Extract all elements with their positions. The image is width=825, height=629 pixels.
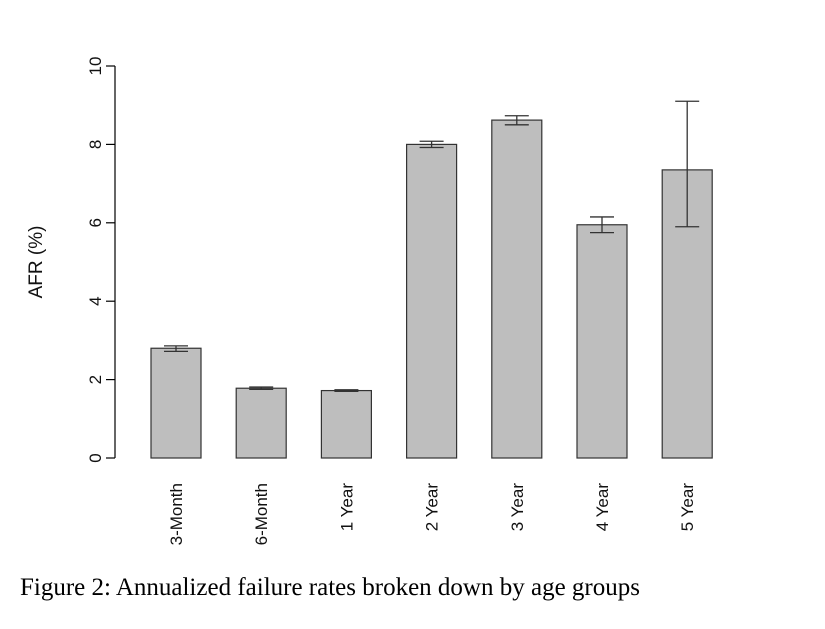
bar xyxy=(406,143,458,459)
y-tick-label: 8 xyxy=(86,140,105,149)
bars-group xyxy=(150,100,713,459)
x-category-label: 4 Year xyxy=(593,483,612,532)
bar xyxy=(320,389,372,459)
y-tick-label: 10 xyxy=(86,57,105,76)
y-tick-label: 0 xyxy=(86,453,105,462)
figure-caption: Figure 2: Annualized failure rates broke… xyxy=(20,574,640,601)
bar-chart: AFR (%) 0 2 4 6 8 10 3-Month 6-Month 1 Year 2 Ye… xyxy=(26,57,713,546)
x-category-label: 5 Year xyxy=(678,483,697,532)
x-category-label: 3-Month xyxy=(167,483,186,545)
y-axis: 0 2 4 6 8 10 xyxy=(86,57,116,463)
x-category-label: 1 Year xyxy=(337,483,356,532)
y-tick-label: 2 xyxy=(86,375,105,384)
y-tick-label: 6 xyxy=(86,218,105,227)
x-category-label: 6-Month xyxy=(252,483,271,545)
y-axis-title: AFR (%) xyxy=(26,226,47,299)
x-category-label: 2 Year xyxy=(423,483,442,532)
x-category-label: 3 Year xyxy=(508,483,527,532)
x-axis-labels: 3-Month 6-Month 1 Year 2 Year 3 Year 4 Year 5 … xyxy=(167,483,697,546)
bar xyxy=(576,224,628,459)
bar xyxy=(150,347,202,459)
y-tick-label: 4 xyxy=(86,296,105,305)
bar xyxy=(235,387,287,459)
bar xyxy=(491,119,543,459)
